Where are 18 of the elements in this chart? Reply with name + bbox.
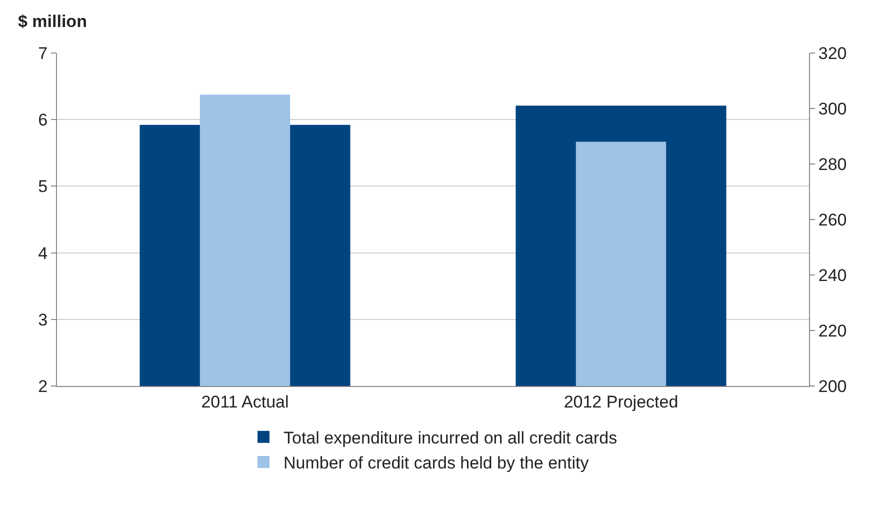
y2-tick-label: 260 bbox=[818, 210, 847, 230]
y-tick-label: 2 bbox=[38, 376, 48, 396]
y-tick-label: 7 bbox=[38, 44, 48, 63]
legend-label: Total expenditure incurred on all credit cards bbox=[284, 428, 618, 448]
y2-tick-label: 220 bbox=[818, 321, 847, 340]
y-tick-label: 6 bbox=[38, 110, 48, 130]
y2-tick-label: 200 bbox=[818, 376, 847, 396]
y2-tick-label: 240 bbox=[818, 266, 847, 285]
y2-tick-label: 280 bbox=[818, 154, 847, 174]
y-tick-label: 5 bbox=[38, 177, 48, 196]
y-tick-label: 4 bbox=[38, 244, 48, 263]
legend-label: Number of credit cards held by the entity bbox=[284, 454, 590, 473]
x-tick-label: 2011 Actual bbox=[201, 392, 289, 412]
x-tick-label: 2012 Projected bbox=[564, 392, 678, 412]
y2-tick-label: 320 bbox=[818, 44, 847, 63]
y2-tick-label: 300 bbox=[818, 99, 847, 118]
y-axis-title: $ million bbox=[18, 12, 87, 31]
y-tick-label: 3 bbox=[38, 310, 48, 330]
